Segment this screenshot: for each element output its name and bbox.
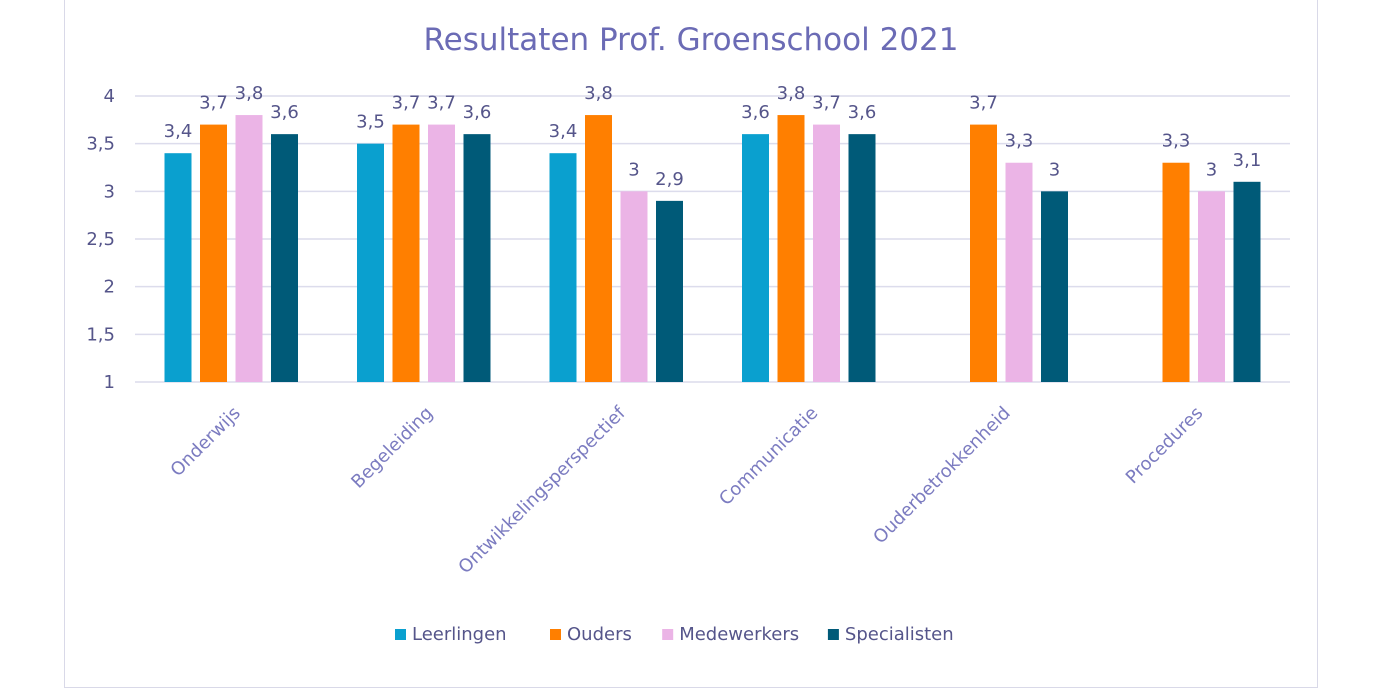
legend-swatch xyxy=(662,629,674,640)
data-label: 3,7 xyxy=(427,93,456,114)
bar-specialisten-6 xyxy=(1233,181,1261,382)
bar-specialisten-5 xyxy=(1041,191,1068,382)
bar-specialisten-2 xyxy=(463,134,491,382)
bar-medewerkers-1 xyxy=(235,115,263,383)
y-tick-label: 1,5 xyxy=(86,324,115,345)
data-label: 2,9 xyxy=(655,169,684,190)
bar-ouders-3 xyxy=(585,115,612,383)
data-label: 3,3 xyxy=(1162,131,1191,152)
bar-medewerkers-2 xyxy=(428,124,455,382)
data-label: 3,8 xyxy=(584,83,613,104)
data-label: 3,7 xyxy=(812,93,841,114)
bar-specialisten-1 xyxy=(271,134,298,382)
bar-leerlingen-3 xyxy=(549,153,577,382)
bar-ouders-5 xyxy=(970,124,997,382)
data-label: 3,1 xyxy=(1233,150,1262,171)
legend-label: Leerlingen xyxy=(412,624,507,645)
data-labels: 3,4 3,7 3,8 3,6 3,5 3,7 3,7 3,6 3,4 3,8 3 2,9 3,6 3,8… xyxy=(164,83,1262,190)
bar-ouders-2 xyxy=(392,124,420,382)
y-tick-label: 3,5 xyxy=(86,134,115,155)
bar-medewerkers-4 xyxy=(813,124,840,382)
bar-specialisten-3 xyxy=(656,200,683,382)
bar-leerlingen-2 xyxy=(357,143,384,382)
data-label: 3,8 xyxy=(235,83,264,104)
legend-swatch xyxy=(550,629,561,640)
chart-title: Resultaten Prof. Groenschool 2021 xyxy=(424,22,959,58)
bar-leerlingen-4 xyxy=(742,134,769,382)
data-label: 3,6 xyxy=(270,102,299,123)
bars xyxy=(164,115,1261,383)
bar-medewerkers-5 xyxy=(1005,162,1033,382)
data-label: 3,5 xyxy=(356,112,385,133)
data-label: 3,7 xyxy=(392,93,421,114)
data-label: 3 xyxy=(1206,159,1217,180)
y-tick-label: 2 xyxy=(104,277,115,298)
bar-medewerkers-3 xyxy=(620,191,648,382)
data-label: 3,4 xyxy=(164,121,193,142)
category-label: Communicatie xyxy=(715,403,822,510)
legend-label: Medewerkers xyxy=(679,624,799,645)
bar-ouders-4 xyxy=(777,115,805,383)
legend-label: Specialisten xyxy=(845,624,954,645)
bar-specialisten-4 xyxy=(848,134,876,382)
data-label: 3,4 xyxy=(549,121,578,142)
bar-leerlingen-1 xyxy=(164,153,192,382)
data-label: 3,3 xyxy=(1005,131,1034,152)
data-label: 3 xyxy=(628,159,639,180)
legend-swatch xyxy=(395,629,406,640)
y-tick-label: 2,5 xyxy=(86,229,115,250)
category-label: Onderwijs xyxy=(167,403,245,481)
bar-medewerkers-6 xyxy=(1198,191,1225,382)
data-label: 3,7 xyxy=(199,93,228,114)
y-tick-label: 4 xyxy=(104,86,115,107)
data-label: 3,6 xyxy=(848,102,877,123)
category-label: Ouderbetrokkenheid xyxy=(869,403,1014,548)
data-label: 3 xyxy=(1049,159,1060,180)
category-label: Begeleiding xyxy=(347,403,437,493)
legend-label: Ouders xyxy=(567,624,632,645)
legend: Leerlingen Ouders Medewerkers Specialisten xyxy=(395,624,954,645)
data-label: 3,6 xyxy=(741,102,770,123)
bar-ouders-1 xyxy=(200,124,227,382)
data-label: 3,7 xyxy=(969,93,998,114)
data-label: 3,6 xyxy=(463,102,492,123)
category-label: Procedures xyxy=(1122,403,1207,488)
y-tick-label: 3 xyxy=(104,181,115,202)
y-tick-label: 1 xyxy=(104,372,115,393)
legend-swatch xyxy=(827,629,839,640)
bar-ouders-6 xyxy=(1162,162,1190,382)
x-axis-categories: Onderwijs Begeleiding Ontwikkelingsperspec… xyxy=(167,402,1208,578)
y-axis-ticks: 1 1,5 2 2,5 3 3,5 4 xyxy=(86,86,115,393)
category-label: Ontwikkelingsperspectief xyxy=(454,402,630,578)
gridlines xyxy=(135,95,1290,383)
data-label: 3,8 xyxy=(777,83,806,104)
